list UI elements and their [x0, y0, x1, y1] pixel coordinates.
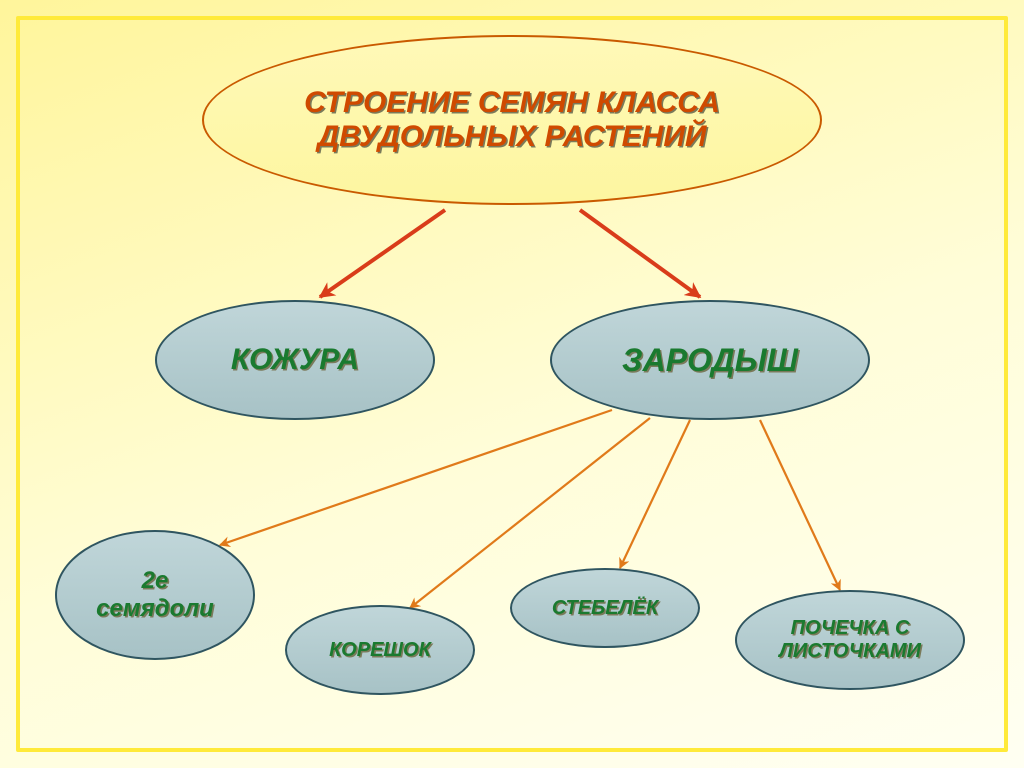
node-pochechka: ПОЧЕЧКА С ЛИСТОЧКАМИ — [735, 590, 965, 690]
node-kozhura-label: КОЖУРА — [231, 343, 359, 378]
diagram-canvas: СТРОЕНИЕ СЕМЯН КЛАССА ДВУДОЛЬНЫХ РАСТЕНИ… — [0, 0, 1024, 768]
node-koreshok-label: КОРЕШОК — [329, 639, 431, 662]
node-stebelek-label: СТЕБЕЛЁК — [552, 597, 658, 620]
node-pochechka-label: ПОЧЕЧКА С ЛИСТОЧКАМИ — [779, 617, 921, 663]
node-semyadoli: 2е семядоли — [55, 530, 255, 660]
node-kozhura: КОЖУРА — [155, 300, 435, 420]
node-zarodysh: ЗАРОДЫШ — [550, 300, 870, 420]
node-semyadoli-label: 2е семядоли — [96, 567, 214, 622]
node-root: СТРОЕНИЕ СЕМЯН КЛАССА ДВУДОЛЬНЫХ РАСТЕНИ… — [202, 35, 822, 205]
node-root-label: СТРОЕНИЕ СЕМЯН КЛАССА ДВУДОЛЬНЫХ РАСТЕНИ… — [304, 86, 720, 155]
node-stebelek: СТЕБЕЛЁК — [510, 568, 700, 648]
node-koreshok: КОРЕШОК — [285, 605, 475, 695]
node-zarodysh-label: ЗАРОДЫШ — [622, 342, 798, 379]
